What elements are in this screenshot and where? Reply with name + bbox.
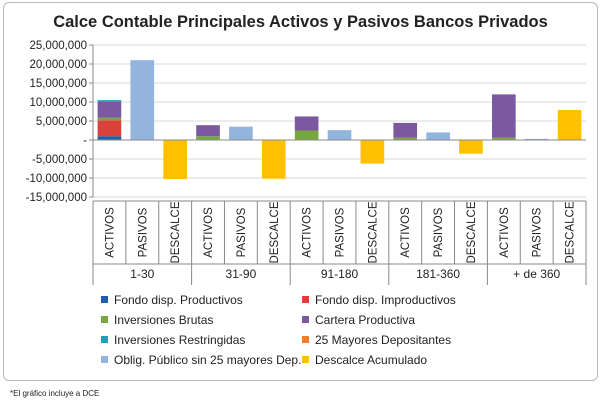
bar-segment — [294, 130, 319, 140]
legend-swatch — [302, 316, 309, 324]
bar-segment — [97, 120, 122, 137]
bar-segment — [524, 138, 549, 140]
y-tick-label: -10,000,000 — [26, 173, 87, 185]
bar-segment — [294, 116, 319, 131]
legend-label: Cartera Productiva — [315, 313, 416, 327]
x-sub-label: DESCALCE — [170, 201, 182, 263]
legend-swatch — [101, 336, 108, 344]
bar-segment — [130, 60, 155, 141]
legend-label: Inversiones Restringidas — [114, 333, 246, 347]
bar-segment — [459, 140, 483, 154]
y-tick-label: -5,000,000 — [32, 154, 87, 166]
legend-swatch — [302, 356, 309, 364]
bar-segment — [426, 132, 450, 140]
legend-label: Descalce Acumulado — [315, 353, 428, 367]
legend-item: Inversiones Brutas — [101, 313, 213, 327]
x-group-label: + de 360 — [513, 267, 560, 281]
bar-segment — [97, 136, 122, 140]
bar-segment — [163, 140, 187, 180]
legend-item: Fondo disp. Productivos — [101, 293, 243, 307]
legend-item: 25 Mayores Depositantes — [302, 333, 451, 347]
x-sub-label: PASIVOS — [236, 207, 248, 257]
legend-swatch — [302, 336, 309, 344]
x-sub-label: DESCALCE — [466, 201, 478, 263]
y-tick-label: - — [83, 135, 87, 147]
bar-segment — [360, 140, 385, 164]
legend-label: Inversiones Brutas — [114, 313, 214, 327]
x-group-label: 31-90 — [226, 267, 257, 281]
x-sub-label: PASIVOS — [137, 207, 149, 257]
legend-label: 25 Mayores Depositantes — [315, 333, 452, 347]
x-sub-label: DESCALCE — [269, 201, 281, 263]
x-sub-label: PASIVOS — [532, 207, 544, 257]
bar-segment — [492, 137, 516, 140]
bar-segment — [97, 100, 122, 102]
bar-segment — [492, 94, 516, 138]
legend-swatch — [101, 296, 108, 304]
legend-swatch — [302, 296, 309, 304]
x-sub-label: DESCALCE — [565, 201, 577, 263]
bar-segment — [261, 140, 286, 179]
legend-item: Oblig. Público sin 25 mayores Dep. — [101, 353, 301, 367]
legend-swatch — [101, 356, 108, 364]
bar-segment — [196, 136, 220, 140]
x-sub-label: ACTIVOS — [400, 207, 412, 258]
bar-segment — [97, 117, 122, 121]
bar-segment — [97, 101, 122, 118]
y-tick-label: 20,000,000 — [29, 59, 87, 71]
y-tick-label: -15,000,000 — [26, 192, 87, 204]
legend-item: Cartera Productiva — [302, 313, 415, 327]
x-sub-label: ACTIVOS — [104, 207, 116, 258]
x-sub-label: PASIVOS — [335, 207, 347, 257]
x-group-label: 1-30 — [130, 267, 154, 281]
legend-item: Descalce Acumulado — [302, 353, 427, 367]
x-sub-label: ACTIVOS — [203, 207, 215, 258]
x-group-label: 91-180 — [321, 267, 359, 281]
legend-item: Inversiones Restringidas — [101, 333, 245, 347]
y-tick-label: 5,000,000 — [36, 116, 87, 128]
chart-title: Calce Contable Principales Activos y Pas… — [53, 13, 548, 31]
bar-segment — [196, 125, 220, 137]
x-sub-label: DESCALCE — [367, 201, 379, 263]
legend-label: Fondo disp. Improductivos — [315, 293, 456, 307]
footnote: *El gráfico incluye a DCE — [10, 389, 100, 398]
x-sub-label: PASIVOS — [433, 207, 445, 257]
bar-segment — [557, 109, 582, 140]
legend-label: Oblig. Público sin 25 mayores Dep. — [114, 353, 302, 367]
y-tick-label: 10,000,000 — [29, 97, 87, 109]
bar-segment — [393, 137, 418, 140]
legend-swatch — [101, 316, 108, 324]
bar-segment — [393, 122, 418, 138]
x-sub-label: ACTIVOS — [499, 207, 511, 258]
bar-segment — [327, 130, 352, 140]
y-tick-label: 15,000,000 — [29, 78, 87, 90]
legend-item: Fondo disp. Improductivos — [302, 293, 456, 307]
bar-segment — [229, 126, 253, 140]
x-group-label: 181-360 — [416, 267, 460, 281]
y-tick-label: 25,000,000 — [29, 40, 87, 52]
x-sub-label: ACTIVOS — [302, 207, 314, 258]
legend-label: Fondo disp. Productivos — [114, 293, 243, 307]
